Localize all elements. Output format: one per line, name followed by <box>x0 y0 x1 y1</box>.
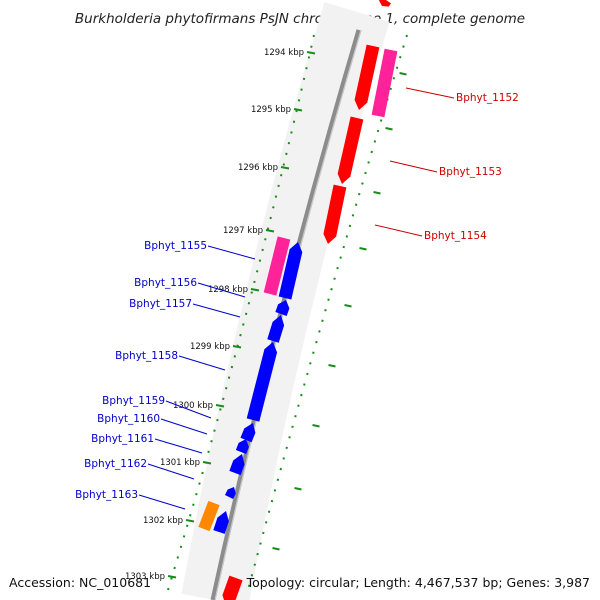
gene-leader-line <box>138 494 186 510</box>
genome-backbone <box>210 29 362 600</box>
gene-arrow-bphyt-1154[interactable] <box>323 184 347 244</box>
genome-backbone-highlight <box>214 29 362 600</box>
tick-label: 1299 kbp <box>190 342 230 352</box>
gene-arrow-bphyt-1163[interactable] <box>213 511 229 534</box>
tick-label: 1303 kbp <box>125 572 165 582</box>
gene-label-bphyt-1156[interactable]: Bphyt_1156 <box>134 277 197 289</box>
tick-mark <box>399 72 407 76</box>
gene-label-bphyt-1155[interactable]: Bphyt_1155 <box>144 240 207 252</box>
gene-label-bphyt-1153[interactable]: Bphyt_1153 <box>439 166 502 178</box>
gene-label-bphyt-1163[interactable]: Bphyt_1163 <box>75 489 138 501</box>
tick-label: 1301 kbp <box>160 458 200 468</box>
tick-mark <box>265 229 275 233</box>
tick-label: 1302 kbp <box>143 516 183 526</box>
gene-arrow[interactable] <box>222 575 243 600</box>
gene-label-bphyt-1160[interactable]: Bphyt_1160 <box>97 413 160 425</box>
gene-leader-line <box>160 418 208 435</box>
tick-mark <box>250 288 260 292</box>
genome-summary-text: Topology: circular; Length: 4,467,537 bp… <box>246 575 590 590</box>
gene-leader-line <box>154 438 203 454</box>
gene-leader-line <box>147 463 195 480</box>
gene-arrow-bphyt-1152[interactable] <box>354 44 380 110</box>
gene-leader-line <box>165 400 212 419</box>
gene-leader-line <box>389 160 438 173</box>
gene-box-bphyt-1163-other[interactable] <box>198 500 220 532</box>
tick-group: 1294 kbp 1295 kbp 1296 kbp 1297 kbp 1298 kbp… <box>125 48 407 582</box>
gene-leader-line <box>405 87 455 99</box>
tick-label: 1297 kbp <box>223 226 263 236</box>
gene-box-bphyt-1155[interactable] <box>263 236 291 296</box>
gene-leader-line <box>374 224 423 237</box>
tick-mark <box>306 51 316 55</box>
gene-label-bphyt-1157[interactable]: Bphyt_1157 <box>129 298 192 310</box>
gene-arrow-bphyt-1157[interactable] <box>275 300 290 317</box>
tick-mark <box>293 108 303 112</box>
tick-mark <box>328 364 336 368</box>
accession-text: Accession: NC_010681 <box>9 575 151 590</box>
tick-mark <box>294 487 302 491</box>
gene-label-bphyt-1152[interactable]: Bphyt_1152 <box>456 92 519 104</box>
tick-mark <box>312 424 320 428</box>
tick-label: 1298 kbp <box>208 285 248 295</box>
tick-mark <box>385 127 393 131</box>
gene-label-bphyt-1154[interactable]: Bphyt_1154 <box>424 230 487 242</box>
tick-mark <box>167 575 177 579</box>
gene-label-bphyt-1159[interactable]: Bphyt_1159 <box>102 395 165 407</box>
gene-leader-line <box>207 245 256 260</box>
gene-group <box>198 0 398 600</box>
gene-arrow[interactable] <box>378 0 391 7</box>
gene-label-bphyt-1162[interactable]: Bphyt_1162 <box>84 458 147 470</box>
tick-mark <box>215 404 225 408</box>
gene-arrow-bphyt-1156[interactable] <box>278 242 303 300</box>
tick-mark <box>359 247 367 251</box>
gene-arrow-bphyt-1162[interactable] <box>224 487 236 500</box>
gene-leader-line <box>192 303 241 318</box>
gene-label-bphyt-1161[interactable]: Bphyt_1161 <box>91 433 154 445</box>
tick-mark <box>232 345 242 349</box>
gene-label-bphyt-1158[interactable]: Bphyt_1158 <box>115 350 178 362</box>
tick-mark <box>185 519 195 523</box>
tick-mark <box>373 191 381 195</box>
tick-label: 1296 kbp <box>238 163 278 173</box>
tick-mark <box>280 166 290 170</box>
tick-mark <box>272 547 280 551</box>
gene-arrow-bphyt-1159[interactable] <box>240 423 256 443</box>
gene-arrow-bphyt-1153[interactable] <box>337 116 364 184</box>
gene-arrow-bphyt-1158[interactable] <box>246 342 278 422</box>
tick-label: 1295 kbp <box>251 105 291 115</box>
gene-box-bphyt-1152-pseudo[interactable] <box>371 48 398 118</box>
tick-mark <box>344 304 352 308</box>
gene-arrow-bphyt-1157b[interactable] <box>267 315 285 343</box>
tick-mark <box>202 461 212 465</box>
tick-label: 1294 kbp <box>264 48 304 58</box>
tick-ruler-inner <box>167 34 315 591</box>
gene-leader-line <box>178 355 226 371</box>
map-title: Burkholderia phytofirmans PsJN chromosom… <box>75 11 525 27</box>
gene-leader-line <box>197 282 246 298</box>
gene-arrow-bphyt-1160[interactable] <box>235 439 249 454</box>
label-group: Bphyt_1152 Bphyt_1153 Bphyt_1154 Bphyt_1155… <box>75 87 519 510</box>
gene-arrow-bphyt-1161[interactable] <box>229 454 245 476</box>
tick-label: 1300 kbp <box>173 401 213 411</box>
